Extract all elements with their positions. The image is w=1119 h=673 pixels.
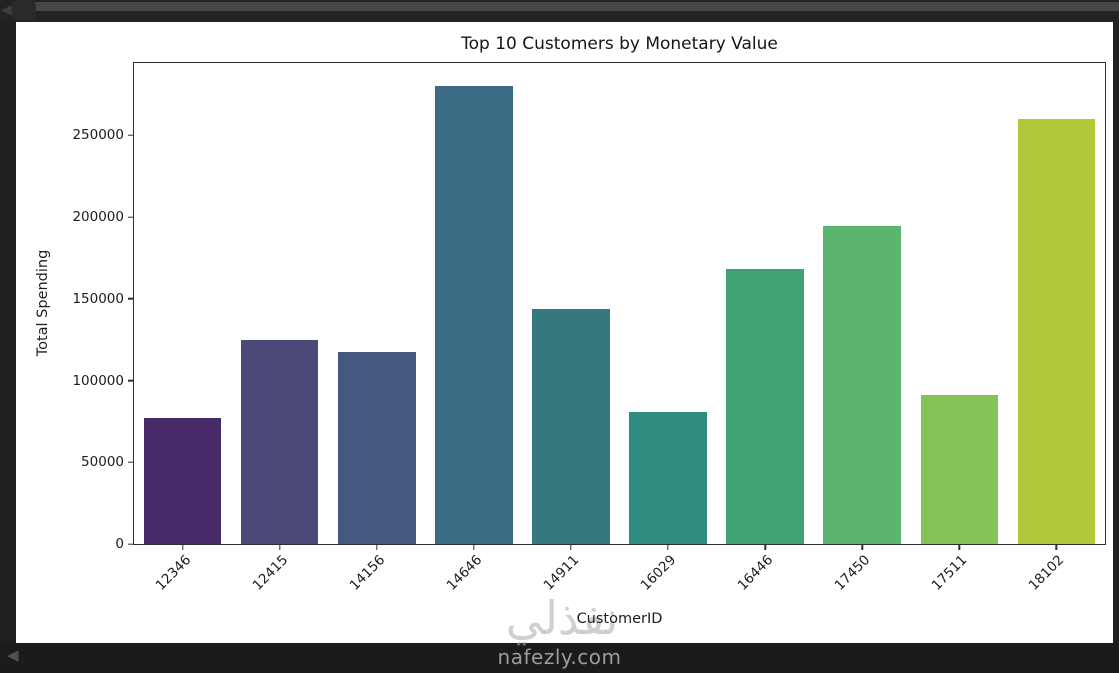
bar-18102 <box>1017 119 1096 544</box>
y-tick-label: 200000 <box>72 209 124 226</box>
y-tick-label: 250000 <box>72 127 124 144</box>
y-axis-label: Total Spending <box>35 249 51 357</box>
y-tick-label: 100000 <box>72 372 124 389</box>
rewind-icon[interactable]: ◀ <box>1 2 12 18</box>
plot-area: 12346 12415 14156 14646 14911 16029 16446 17450… <box>72 62 1106 594</box>
chart-figure: Top 10 Customers by Monetary Value Total… <box>16 22 1113 643</box>
bar-14646 <box>435 85 513 544</box>
player-top-bar: ◀ <box>0 0 1119 22</box>
x-tick-mark <box>278 545 281 550</box>
bar-17511 <box>920 395 999 544</box>
x-tick-mark <box>473 545 475 550</box>
watermark-arabic-logo: نفذلي <box>505 591 619 645</box>
progress-knob[interactable] <box>12 0 36 20</box>
bar-14911 <box>532 308 610 544</box>
x-tick-label-text: 17511 <box>928 552 971 594</box>
x-tick-mark <box>181 545 184 550</box>
chart-title: Top 10 Customers by Monetary Value <box>461 34 778 54</box>
player-bottom-bar <box>0 643 1119 673</box>
x-tick-mark <box>570 545 572 550</box>
bar-14156 <box>337 352 416 544</box>
x-tick-label-text: 16029 <box>637 552 680 594</box>
y-tick-mark <box>128 216 133 218</box>
back-icon[interactable]: ◀ <box>7 646 19 664</box>
x-tick-mark <box>958 545 961 550</box>
x-tick-mark <box>1055 545 1058 550</box>
y-tick-mark <box>128 134 133 136</box>
bar-17450 <box>823 225 902 544</box>
x-tick-mark <box>376 545 378 550</box>
x-tick-mark <box>667 545 669 550</box>
y-tick-label: 50000 <box>81 454 124 471</box>
x-tick-label-text: 12415 <box>249 552 291 594</box>
y-tick-mark <box>128 461 133 463</box>
x-tick-label-text: 14646 <box>443 552 486 594</box>
x-tick-label-text: 17450 <box>831 552 874 594</box>
watermark-site: nafezly.com <box>497 645 622 669</box>
x-tick-label-text: 14156 <box>346 552 389 594</box>
x-tick-mark <box>764 545 766 550</box>
x-tick-mark <box>861 545 863 550</box>
video-progress-bar[interactable] <box>18 2 1119 11</box>
x-tick-label-text: 14911 <box>540 552 583 594</box>
bar-12415 <box>240 339 319 544</box>
x-tick-label-text: 18102 <box>1026 552 1068 594</box>
y-tick-mark <box>128 379 133 382</box>
x-tick-label-text: 16446 <box>734 552 777 594</box>
y-tick-label: 0 <box>115 536 124 552</box>
y-tick-mark <box>128 543 133 545</box>
bar-16446 <box>726 268 804 544</box>
bar-16029 <box>629 411 707 544</box>
y-tick-label: 150000 <box>72 290 124 307</box>
x-tick-label-text: 12346 <box>152 552 194 594</box>
y-tick-mark <box>128 298 133 300</box>
bar-12346 <box>143 417 222 544</box>
x-axis-label: CustomerID <box>576 611 663 627</box>
